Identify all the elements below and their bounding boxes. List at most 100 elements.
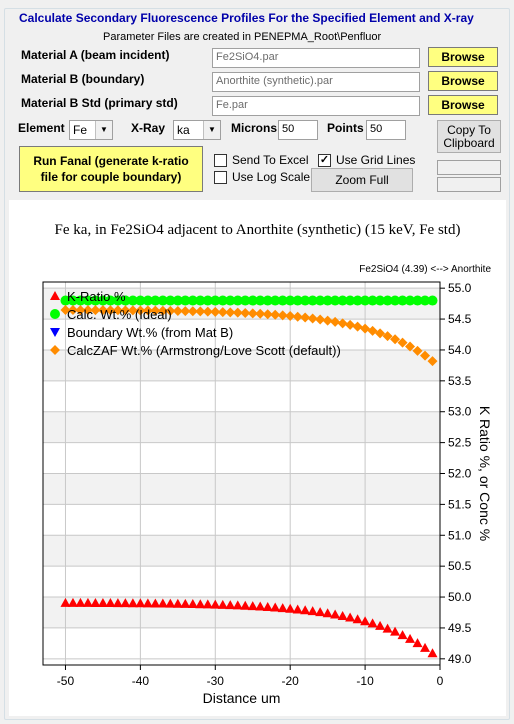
legend-marker-3 xyxy=(50,345,60,355)
element-select[interactable]: Fe ▼ xyxy=(69,120,113,140)
data-point-3 xyxy=(232,307,243,318)
data-point-0 xyxy=(427,648,438,658)
data-point-3 xyxy=(105,305,116,316)
data-point-0 xyxy=(195,599,206,609)
data-point-3 xyxy=(120,305,131,316)
microns-label: Microns xyxy=(231,121,278,135)
data-point-0 xyxy=(285,603,296,613)
x-tick-label: 0 xyxy=(437,674,444,688)
zoom-full-button[interactable]: Zoom Full xyxy=(311,168,413,192)
main-group-box: Calculate Secondary Fluorescence Profile… xyxy=(4,8,510,720)
data-point-1 xyxy=(360,295,371,306)
data-point-0 xyxy=(390,626,401,636)
material-a-field[interactable]: Fe2SiO4.par xyxy=(212,48,420,68)
data-point-0 xyxy=(187,599,198,609)
data-point-1 xyxy=(165,295,176,306)
data-point-3 xyxy=(60,305,71,316)
data-point-0 xyxy=(420,642,431,652)
data-point-0 xyxy=(375,620,386,630)
data-point-3 xyxy=(150,305,161,316)
data-point-3 xyxy=(90,305,101,316)
x-tick-label: -40 xyxy=(132,674,150,688)
data-point-0 xyxy=(382,623,393,633)
microns-field[interactable]: 50 xyxy=(278,120,318,140)
send-to-excel-checkbox[interactable]: Send To Excel xyxy=(214,153,309,167)
checkbox-box[interactable] xyxy=(214,153,227,167)
data-point-3 xyxy=(157,305,168,316)
xray-label: X-Ray xyxy=(131,121,166,135)
data-point-0 xyxy=(240,600,251,610)
data-point-1 xyxy=(397,295,408,306)
browse-b-button[interactable]: Browse xyxy=(428,71,498,91)
data-point-0 xyxy=(255,601,266,611)
browse-a-button[interactable]: Browse xyxy=(428,47,498,67)
data-point-1 xyxy=(217,295,228,306)
send-to-excel-label: Send To Excel xyxy=(232,153,309,167)
data-point-1 xyxy=(187,295,198,306)
checkbox-box[interactable] xyxy=(214,170,227,184)
data-point-3 xyxy=(375,328,386,339)
data-point-3 xyxy=(277,310,288,321)
use-log-scale-checkbox[interactable]: Use Log Scale xyxy=(214,170,310,184)
check-icon[interactable]: ✓ xyxy=(318,153,331,167)
data-point-3 xyxy=(172,305,183,316)
material-b-std-field[interactable]: Fe.par xyxy=(212,96,420,116)
data-point-1 xyxy=(127,295,138,306)
copy-label-2: Clipboard xyxy=(443,136,495,150)
y-tick-label: 54.0 xyxy=(448,343,472,357)
data-point-3 xyxy=(382,331,393,342)
data-point-1 xyxy=(97,295,108,306)
data-point-0 xyxy=(135,598,146,608)
data-point-3 xyxy=(405,341,416,352)
x-tick-label: -10 xyxy=(356,674,374,688)
data-point-1 xyxy=(255,295,266,306)
legend-label-2: Boundary Wt.% (from Mat B) xyxy=(67,325,233,340)
chevron-down-icon[interactable]: ▼ xyxy=(95,121,112,139)
data-point-0 xyxy=(367,618,378,628)
data-point-1 xyxy=(292,295,303,306)
data-point-0 xyxy=(337,610,348,620)
data-point-3 xyxy=(270,309,281,320)
data-point-0 xyxy=(202,599,213,609)
chevron-down-icon[interactable]: ▼ xyxy=(203,121,220,139)
browse-std-button[interactable]: Browse xyxy=(428,95,498,115)
data-point-3 xyxy=(345,319,356,330)
run-fanal-button[interactable]: Run Fanal (generate k-ratio file for cou… xyxy=(19,146,203,192)
data-point-0 xyxy=(180,598,191,608)
chart-plot[interactable]: -50 -40 -30 -20 -10 0 49.0 49.5 50.0 50.5 51.0 51.5… xyxy=(9,200,506,716)
data-point-0 xyxy=(172,598,183,608)
status-box-1 xyxy=(437,160,501,175)
material-b-field[interactable]: Anorthite (synthetic).par xyxy=(212,72,420,92)
material-b-std-label: Material B Std (primary std) xyxy=(21,96,178,110)
data-point-3 xyxy=(217,307,228,318)
data-point-0 xyxy=(405,633,416,643)
data-point-0 xyxy=(307,606,318,616)
x-tick-label: -50 xyxy=(57,674,75,688)
data-point-3 xyxy=(82,305,93,316)
data-point-3 xyxy=(412,345,423,356)
data-point-0 xyxy=(322,608,333,618)
data-point-0 xyxy=(60,597,71,607)
data-point-1 xyxy=(420,295,431,306)
run-label-1: Run Fanal (generate k-ratio xyxy=(33,154,189,168)
data-point-3 xyxy=(202,306,213,317)
xray-select[interactable]: ka ▼ xyxy=(173,120,221,140)
copy-to-clipboard-button[interactable]: Copy To Clipboard xyxy=(437,120,501,153)
data-point-1 xyxy=(337,295,348,306)
data-point-1 xyxy=(105,295,116,306)
legend-marker-2 xyxy=(50,328,60,337)
legend-marker-0 xyxy=(50,291,60,300)
data-point-1 xyxy=(315,295,326,306)
y-tick-label: 51.0 xyxy=(448,528,472,542)
data-point-1 xyxy=(82,295,93,306)
y-tick-label: 55.0 xyxy=(448,281,472,295)
y-tick-label: 52.5 xyxy=(448,436,472,450)
use-grid-lines-checkbox[interactable]: ✓ Use Grid Lines xyxy=(318,153,415,167)
data-point-0 xyxy=(292,604,303,614)
points-field[interactable]: 50 xyxy=(366,120,406,140)
data-point-3 xyxy=(427,356,438,367)
data-point-1 xyxy=(330,295,341,306)
data-point-1 xyxy=(262,295,273,306)
data-point-3 xyxy=(330,316,341,327)
data-point-1 xyxy=(322,295,333,306)
